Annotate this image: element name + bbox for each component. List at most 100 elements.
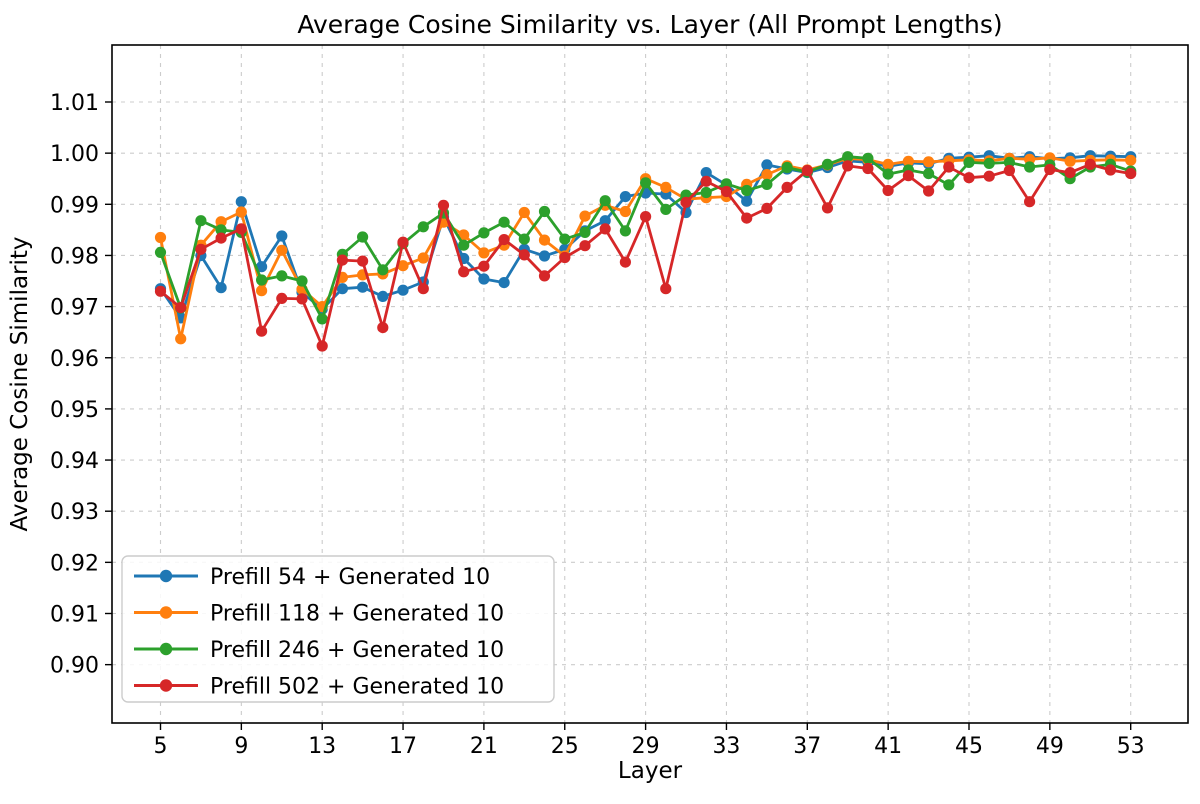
data-point-marker: [741, 184, 753, 197]
y-tick-label: 1.00: [50, 142, 99, 167]
data-point-marker: [1125, 154, 1137, 166]
data-point-marker: [983, 157, 995, 169]
axes: [105, 44, 1189, 730]
data-point-marker: [478, 227, 490, 239]
data-point-marker: [923, 168, 935, 180]
data-point-marker: [256, 325, 268, 337]
data-point-marker: [458, 239, 470, 251]
data-point-marker: [862, 152, 874, 164]
data-point-marker: [720, 178, 733, 190]
data-point-marker: [195, 243, 207, 255]
data-point-marker: [377, 322, 389, 334]
data-point-marker: [175, 333, 187, 345]
data-point-marker: [235, 223, 247, 235]
data-point-marker: [963, 156, 975, 168]
data-point-marker: [357, 281, 369, 293]
data-point-marker: [336, 254, 348, 266]
series-prefill-502-generated-10: [154, 158, 1137, 352]
data-point-marker: [256, 261, 268, 273]
data-point-marker: [700, 175, 712, 187]
y-tick-label: 0.98: [50, 244, 99, 269]
data-point-marker: [1003, 156, 1016, 168]
data-point-marker: [357, 255, 369, 267]
data-point-marker: [821, 158, 834, 170]
data-point-marker: [316, 313, 328, 325]
data-point-marker: [821, 202, 834, 214]
data-point-marker: [963, 172, 975, 184]
x-tick-label: 29: [632, 734, 660, 759]
data-point-marker: [377, 290, 389, 302]
data-point-marker: [458, 266, 470, 278]
data-point-marker: [761, 169, 773, 181]
x-tick-label: 49: [1036, 734, 1064, 759]
data-point-marker: [276, 230, 288, 242]
data-point-marker: [397, 284, 409, 296]
data-point-marker: [1003, 164, 1016, 177]
data-point-marker: [1064, 155, 1076, 167]
data-point-marker: [862, 162, 874, 175]
data-point-marker: [538, 250, 551, 262]
data-point-marker: [154, 285, 167, 297]
data-point-marker: [579, 210, 591, 222]
data-point-marker: [417, 283, 429, 295]
data-point-marker: [296, 293, 308, 305]
data-point-marker: [700, 167, 712, 179]
x-tick-label: 25: [551, 734, 579, 759]
legend-entry-label: Prefill 54 + Generated 10: [210, 565, 490, 590]
data-point-marker: [437, 199, 450, 211]
legend: Prefill 54 + Generated 10 Prefill 118 + G…: [121, 555, 555, 703]
data-point-marker: [498, 234, 510, 246]
data-point-marker: [538, 205, 551, 218]
data-point-marker: [1104, 164, 1117, 176]
y-tick-label: 0.99: [50, 193, 99, 218]
x-axis-label: Layer: [618, 758, 683, 784]
data-point-marker: [296, 275, 308, 287]
data-point-marker: [1084, 158, 1096, 170]
data-point-marker: [498, 277, 510, 289]
legend-marker: [159, 606, 173, 619]
y-tick-label: 0.94: [50, 449, 99, 474]
data-point-marker: [599, 195, 611, 207]
legend-entry-label: Prefill 246 + Generated 10: [210, 638, 504, 663]
data-point-marker: [397, 236, 409, 248]
data-point-marker: [235, 206, 247, 218]
data-point-marker: [538, 234, 551, 246]
data-point-marker: [1024, 161, 1036, 173]
tick-labels: 5 9 13 17 21 25 29 33 37 41 45 49 53 0.90 0.91 0.92 0.93…: [50, 91, 1145, 759]
data-point-marker: [599, 215, 611, 227]
data-point-marker: [761, 178, 773, 190]
x-tick-label: 5: [154, 734, 168, 759]
data-point-marker: [923, 185, 935, 197]
data-point-marker: [215, 282, 227, 294]
data-point-marker: [619, 191, 632, 203]
data-point-marker: [902, 155, 915, 167]
data-point-marker: [640, 211, 652, 223]
data-point-marker: [943, 179, 955, 191]
data-point-marker: [761, 159, 773, 171]
data-point-marker: [720, 185, 733, 198]
x-tick-label: 21: [470, 734, 498, 759]
data-point-marker: [559, 233, 571, 245]
data-point-marker: [154, 231, 167, 244]
data-point-marker: [579, 240, 591, 252]
data-point-marker: [983, 170, 995, 182]
data-point-marker: [538, 270, 551, 282]
data-point-marker: [235, 196, 247, 208]
legend-entry-label: Prefill 118 + Generated 10: [210, 602, 504, 627]
data-point-marker: [215, 232, 227, 244]
data-point-marker: [154, 246, 167, 258]
data-point-marker: [336, 283, 348, 295]
data-point-marker: [599, 223, 611, 235]
y-tick-label: 1.01: [50, 91, 99, 116]
plot-border: [111, 44, 1189, 724]
data-point-marker: [417, 252, 429, 264]
data-point-marker: [882, 184, 894, 197]
data-point-marker: [943, 161, 955, 173]
data-point-marker: [316, 340, 328, 352]
data-point-marker: [276, 244, 288, 256]
data-point-marker: [882, 158, 894, 170]
data-point-marker: [781, 161, 793, 174]
data-point-marker: [417, 221, 429, 233]
y-tick-label: 0.90: [50, 654, 99, 679]
